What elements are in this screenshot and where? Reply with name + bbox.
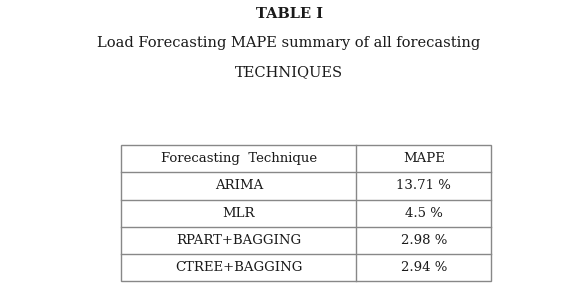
Text: TECHNIQUES: TECHNIQUES [235, 65, 343, 79]
Text: 2.98 %: 2.98 % [401, 234, 447, 247]
Text: MLR: MLR [223, 207, 255, 220]
Text: Load Forecasting MAPE summary of all forecasting: Load Forecasting MAPE summary of all for… [97, 36, 481, 50]
Text: 2.94 %: 2.94 % [401, 261, 447, 274]
Text: 4.5 %: 4.5 % [405, 207, 443, 220]
Text: ARIMA: ARIMA [214, 180, 263, 192]
Text: 13.71 %: 13.71 % [397, 180, 451, 192]
Text: TABLE I: TABLE I [255, 7, 323, 21]
Bar [121, 145, 491, 281]
Text: RPART+BAGGING: RPART+BAGGING [176, 234, 301, 247]
Text: Forecasting  Technique: Forecasting Technique [161, 152, 317, 165]
Text: CTREE+BAGGING: CTREE+BAGGING [175, 261, 302, 274]
Text: MAPE: MAPE [403, 152, 444, 165]
